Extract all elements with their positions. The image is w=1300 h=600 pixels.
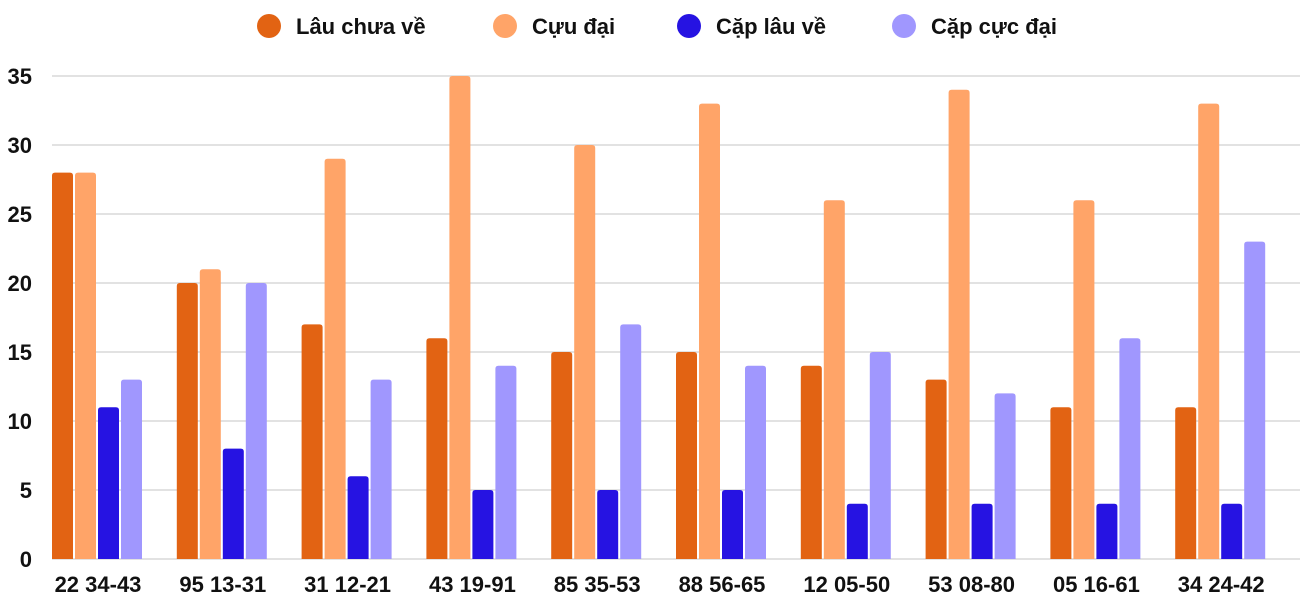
x-tick-label: 43 19-91 xyxy=(429,572,516,597)
bar-2-5 xyxy=(722,490,743,559)
y-tick-label: 30 xyxy=(8,133,32,158)
bar-2-6 xyxy=(846,503,868,559)
bar-3-5 xyxy=(745,365,766,559)
x-tick-label: 31 12-21 xyxy=(304,572,391,597)
bar-0-5 xyxy=(676,352,697,559)
y-tick-label: 0 xyxy=(20,547,32,572)
bar-3-9 xyxy=(1244,241,1266,559)
bar-1-7 xyxy=(948,89,970,560)
bar-2-9 xyxy=(1221,503,1243,559)
y-tick-label: 10 xyxy=(8,409,32,434)
legend-label: Cặp cực đại xyxy=(931,14,1057,39)
bar-1-2 xyxy=(324,158,346,560)
bar-2-2 xyxy=(347,476,369,559)
bar-3-4 xyxy=(620,324,642,559)
bar-0-2 xyxy=(301,324,323,559)
bar-2-4 xyxy=(597,490,619,559)
legend-label: Cựu đại xyxy=(532,14,615,39)
y-tick-label: 35 xyxy=(8,64,32,89)
bar-3-2 xyxy=(370,379,392,559)
y-tick-label: 15 xyxy=(8,340,32,365)
x-tick-label: 85 35-53 xyxy=(554,572,641,597)
bar-0-3 xyxy=(426,338,448,559)
bar-3-0 xyxy=(121,379,142,559)
y-tick-label: 20 xyxy=(8,271,32,296)
bar-3-3 xyxy=(495,365,517,559)
bar-0-8 xyxy=(1050,407,1072,559)
x-tick-label: 05 16-61 xyxy=(1053,572,1140,597)
bar-0-1 xyxy=(176,283,198,559)
bar-1-5 xyxy=(699,103,720,559)
bar-3-1 xyxy=(245,283,267,559)
bar-2-1 xyxy=(222,448,244,559)
x-tick-label: 12 05-50 xyxy=(803,572,890,597)
y-tick-label: 5 xyxy=(20,478,32,503)
bar-2-8 xyxy=(1096,503,1118,559)
legend-label: Lâu chưa về xyxy=(296,14,426,39)
x-tick-label: 88 56-65 xyxy=(679,572,766,597)
x-tick-label: 95 13-31 xyxy=(179,572,266,597)
bar-1-9 xyxy=(1198,103,1220,559)
x-tick-label: 53 08-80 xyxy=(928,572,1015,597)
x-tick-label: 34 24-42 xyxy=(1178,572,1265,597)
bar-0-4 xyxy=(551,352,573,559)
legend-marker xyxy=(677,14,701,38)
legend-marker xyxy=(892,14,916,38)
bar-2-7 xyxy=(971,503,993,559)
bar-0-0 xyxy=(52,172,73,559)
bar-1-6 xyxy=(823,200,845,559)
bar-0-7 xyxy=(925,379,947,559)
bar-1-8 xyxy=(1073,200,1095,559)
bar-3-8 xyxy=(1119,338,1141,559)
y-tick-label: 25 xyxy=(8,202,32,227)
bar-2-0 xyxy=(98,407,119,559)
x-tick-label: 22 34-43 xyxy=(55,572,142,597)
bar-1-1 xyxy=(199,269,221,559)
bar-3-7 xyxy=(994,393,1016,559)
bar-1-0 xyxy=(75,172,96,559)
legend-marker xyxy=(493,14,517,38)
bar-1-3 xyxy=(449,76,471,559)
bar-0-9 xyxy=(1175,407,1197,559)
bar-3-6 xyxy=(869,352,891,559)
bar-2-3 xyxy=(472,490,494,559)
legend-label: Cặp lâu về xyxy=(716,14,826,39)
bar-1-4 xyxy=(574,145,596,559)
legend-marker xyxy=(257,14,281,38)
bar-0-6 xyxy=(800,365,822,559)
